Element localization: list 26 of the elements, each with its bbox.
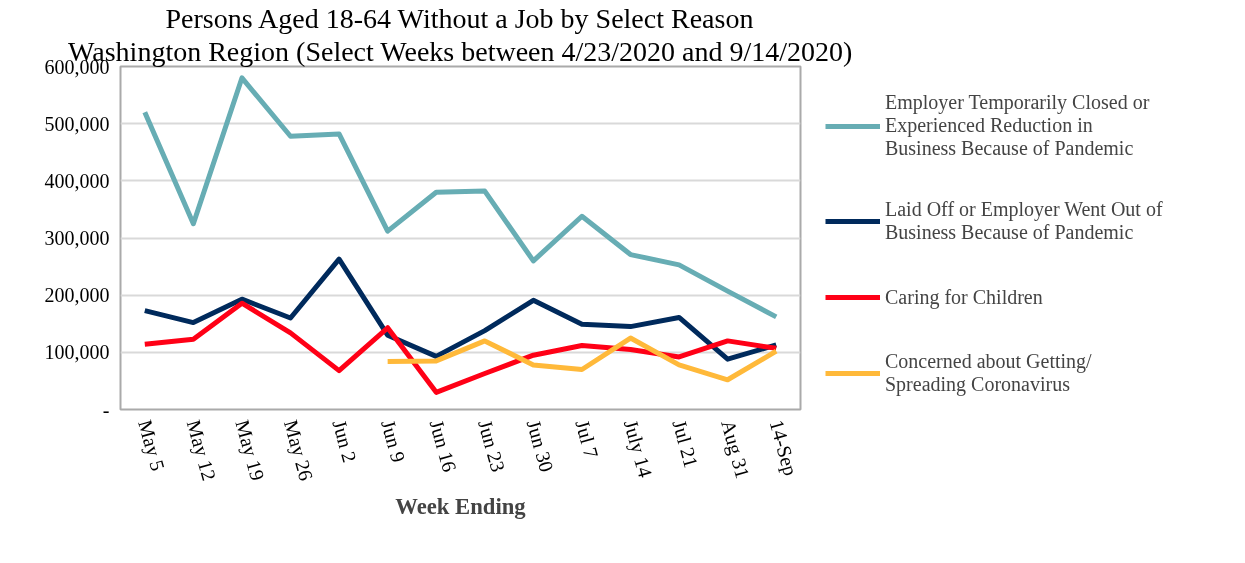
x-tick-label: Jul 21 [668,417,703,471]
x-tick-label: Jun 2 [328,417,362,465]
x-tick-label: Jul 7 [571,417,603,461]
y-tick-label: 300,000 [44,227,110,249]
y-tick-label: 200,000 [44,284,110,307]
x-tick-label: 14-Sep [764,417,802,479]
x-axis-title: Week Ending [395,493,527,519]
x-tick-label: July 14 [618,417,657,480]
x-tick-label: May 26 [278,417,318,484]
x-tick-label: May 19 [230,417,270,484]
legend-label: Concerned about Getting/ Spreading Coronavirus [885,350,1092,396]
x-tick-label: Jun 16 [425,417,461,475]
legend-label: Laid Off or Employer Went Out of Business Because of Pandemic [885,198,1163,244]
y-tick-label: - [102,398,110,421]
x-tick-label: May 12 [181,417,221,484]
x-tick-label: Jun 30 [522,417,559,475]
legend-label: Caring for Children [885,285,1043,309]
x-tick-label: Jun 9 [377,417,410,465]
x-tick-label: May 5 [133,417,170,474]
y-tick-label: 500,000 [44,112,110,135]
chart-title: Persons Aged 18-64 Without a Job by Select Reason [165,2,754,34]
y-tick-label: 400,000 [44,169,110,192]
x-tick-label: Jun 23 [474,417,510,475]
legend-label: Employer Temporarily Closed or Experienced Reduction in Business Because of Pandemic [885,91,1150,160]
x-tick-label: Aug 31 [716,417,755,481]
y-tick-label: 100,000 [44,341,110,364]
